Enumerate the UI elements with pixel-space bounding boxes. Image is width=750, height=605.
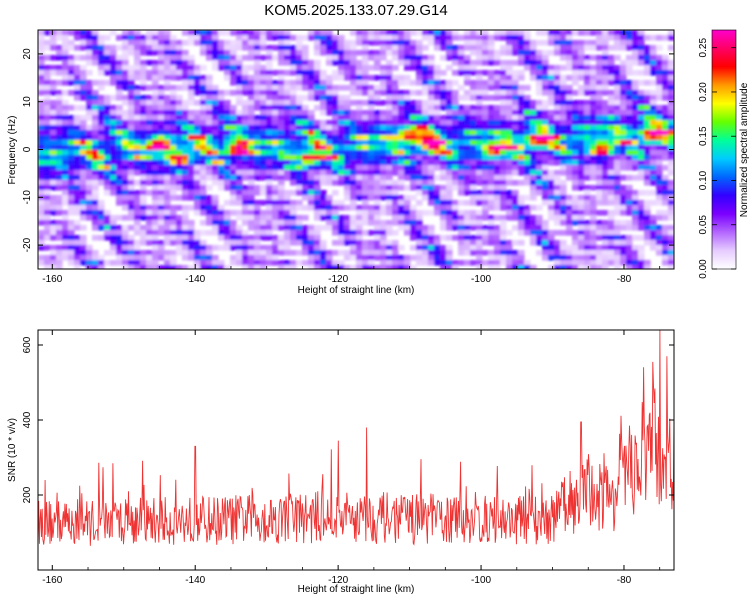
snr-x-label: Height of straight line (km) [298,584,415,595]
snr-x-tick-label: -100 [471,575,491,586]
spectrogram-y-ticks: -20 -10 0 10 20 [22,48,674,252]
spectrogram-x-tick-label: -160 [42,274,62,285]
snr-y-ticks: 200 400 600 [22,336,674,503]
snr-x-tick-label: -160 [42,575,62,586]
spectrogram-x-ticks: -160 -140 -120 -100 -80 [42,30,661,285]
colorbar-tick-label: 0.15 [698,126,709,146]
spectrogram-x-tick-label: -100 [471,274,491,285]
colorbar-frame [711,29,737,270]
spectrogram-y-tick-label: 0 [22,146,33,152]
snr-y-tick-label: 200 [22,486,33,503]
spectrogram-y-label: Frequency (Hz) [7,116,18,185]
chart-title: KOM5.2025.133.07.29.G14 [264,2,447,19]
snr-y-tick-label: 400 [22,411,33,428]
snr-y-label: SNR (10 * v/v) [7,418,18,482]
snr-x-tick-label: -140 [185,575,205,586]
spectrogram-x-tick-label: -80 [617,274,632,285]
colorbar-tick-label: 0.25 [698,38,709,58]
colorbar-label: Normalized spectral amplitude [739,82,750,217]
spectrogram-x-label: Height of straight line (km) [298,285,415,296]
snr-x-ticks: -160 -140 -120 -100 -80 [42,330,661,586]
snr-panel: -160 -140 -120 -100 -80 200 400 600 Height of … [7,329,675,595]
spectrogram-x-tick-label: -120 [328,274,348,285]
spectrogram-x-tick-label: -140 [185,274,205,285]
colorbar-tick-label: 0.05 [698,215,709,235]
colorbar-gradient [712,30,736,269]
colorbar-tick-label: 0.10 [698,170,709,190]
spectrogram-y-tick-label: 10 [22,96,33,108]
spectrogram-y-tick-label: -10 [22,190,33,205]
snr-x-tick-label: -120 [328,575,348,586]
spectrogram-heatmap [38,30,674,269]
spectrogram-y-tick-label: 20 [22,48,33,60]
spectrogram-y-tick-label: -20 [22,237,33,252]
colorbar-tick-label: 0.00 [698,259,709,279]
snr-x-tick-label: -80 [617,575,632,586]
snr-series-line [38,330,674,546]
snr-frame [37,329,675,571]
snr-y-tick-label: 600 [22,336,33,353]
colorbar-tick-label: 0.20 [698,82,709,102]
colorbar: 0.00 0.05 0.10 0.15 0.20 0.25 Normalized spec… [698,29,750,279]
colorbar-ticks: 0.00 0.05 0.10 0.15 0.20 0.25 [698,38,736,279]
